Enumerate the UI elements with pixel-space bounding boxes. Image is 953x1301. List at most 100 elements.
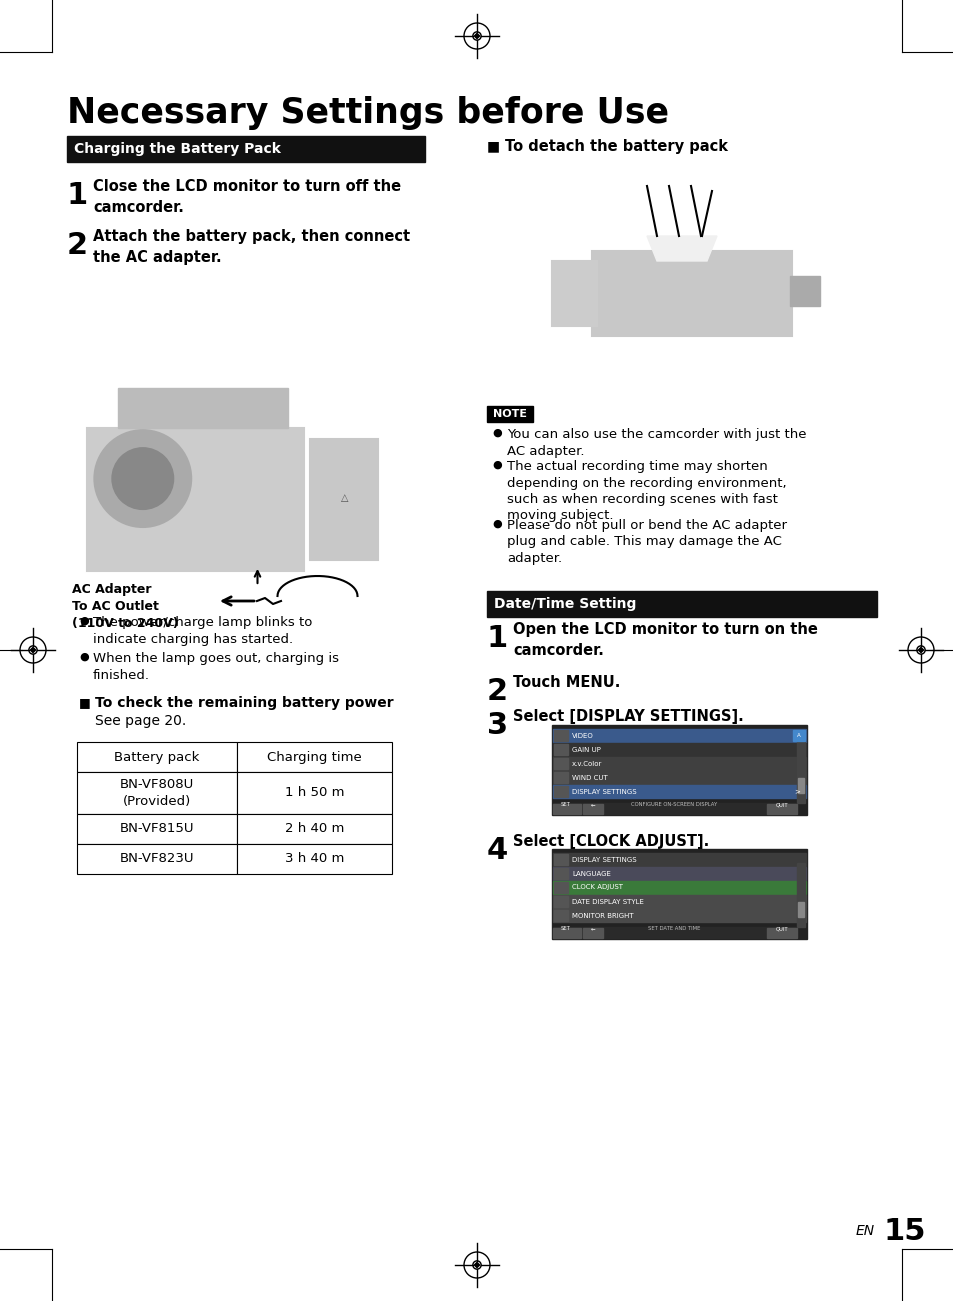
Text: Battery pack: Battery pack [114,751,199,764]
Text: SET: SET [560,926,570,932]
Text: SET DATE AND TIME: SET DATE AND TIME [648,926,700,932]
Bar [553,928,795,938]
Bar [582,804,602,814]
Text: Touch MENU.: Touch MENU. [513,675,619,690]
Bar [554,744,567,755]
Bar [796,739,804,803]
Text: See page 20.: See page 20. [95,714,186,729]
Text: CLOCK ADJUST: CLOCK ADJUST [572,885,622,890]
Text: LANGUAGE: LANGUAGE [572,870,610,877]
Text: 2 h 40 m: 2 h 40 m [285,822,344,835]
Bar [553,804,580,814]
Bar [554,786,567,798]
Bar [236,742,392,771]
Bar [553,785,805,798]
Text: △: △ [340,493,348,503]
Bar [553,771,805,785]
Bar [236,844,392,874]
Text: CONFIGURE ON-SCREEN DISPLAY: CONFIGURE ON-SCREEN DISPLAY [631,803,717,808]
Bar [553,866,805,879]
Text: When the lamp goes out, charging is
finished.: When the lamp goes out, charging is fini… [92,652,338,682]
Text: GAIN UP: GAIN UP [572,747,600,752]
Bar [553,729,805,742]
Polygon shape [917,647,923,653]
Bar [310,438,378,559]
Polygon shape [473,1262,480,1268]
Text: VIDEO: VIDEO [572,732,593,739]
Text: To check the remaining battery power: To check the remaining battery power [95,696,394,710]
Bar [796,863,804,928]
Bar [553,853,805,866]
Text: MONITOR BRIGHT: MONITOR BRIGHT [572,912,633,919]
Bar [554,730,567,742]
Bar [766,928,796,938]
Polygon shape [473,33,480,39]
Bar [592,251,791,336]
Text: >: > [793,788,800,795]
Bar [554,853,567,865]
Text: A: A [797,732,800,738]
Text: Please do not pull or bend the AC adapter
plug and cable. This may damage the AC: Please do not pull or bend the AC adapte… [506,519,786,565]
Bar [553,909,805,922]
Bar [118,389,288,428]
Text: The power/charge lamp blinks to
indicate charging has started.: The power/charge lamp blinks to indicate… [92,615,312,647]
Bar [554,771,567,783]
Text: WIND CUT: WIND CUT [572,774,607,781]
Text: ●: ● [79,652,89,662]
Text: Open the LCD monitor to turn on the
camcorder.: Open the LCD monitor to turn on the camc… [513,622,817,658]
Text: DATE DISPLAY STYLE: DATE DISPLAY STYLE [572,899,643,904]
Bar [77,771,236,814]
Text: 3: 3 [486,712,508,740]
Bar [236,771,392,814]
Bar [236,814,392,844]
Text: 1 h 50 m: 1 h 50 m [284,787,344,800]
Bar [789,276,820,306]
Text: Necessary Settings before Use: Necessary Settings before Use [67,96,668,130]
Bar [554,882,567,892]
Bar [553,743,805,756]
Text: 3 h 40 m: 3 h 40 m [285,852,344,865]
Text: Select [DISPLAY SETTINGS].: Select [DISPLAY SETTINGS]. [513,709,743,723]
Bar [553,803,795,814]
Bar [554,909,567,921]
Text: 1: 1 [67,181,89,209]
Text: Attach the battery pack, then connect
the AC adapter.: Attach the battery pack, then connect th… [92,229,410,265]
Text: AC Adapter
To AC Outlet
(110V to 240V): AC Adapter To AC Outlet (110V to 240V) [71,583,178,630]
Text: BN-VF808U
(Provided): BN-VF808U (Provided) [120,778,193,808]
Text: Select [CLOCK ADJUST].: Select [CLOCK ADJUST]. [513,834,708,850]
Text: Date/Time Setting: Date/Time Setting [494,597,636,611]
Text: QUIT: QUIT [775,803,787,808]
Circle shape [112,448,173,510]
Bar [554,758,567,769]
Bar [77,814,236,844]
Text: Charging time: Charging time [267,751,361,764]
Bar [486,406,533,422]
Text: ■: ■ [79,696,91,709]
Bar [67,137,424,163]
Polygon shape [30,647,36,653]
Text: QUIT: QUIT [775,926,787,932]
Bar [766,804,796,814]
Text: 1: 1 [486,624,508,653]
Text: ←: ← [590,926,595,932]
Bar [553,895,805,908]
Bar [87,428,304,571]
Text: EN: EN [855,1224,874,1239]
Bar [553,757,805,770]
Text: ←: ← [590,803,595,808]
Text: 2: 2 [486,677,508,706]
Text: 2: 2 [67,232,88,260]
Text: Charging the Battery Pack: Charging the Battery Pack [74,142,280,156]
Text: BN-VF823U: BN-VF823U [120,852,194,865]
Text: ●: ● [492,428,501,438]
Text: ●: ● [492,519,501,530]
Bar [792,730,804,742]
Text: DISPLAY SETTINGS: DISPLAY SETTINGS [572,856,636,863]
Text: Close the LCD monitor to turn off the
camcorder.: Close the LCD monitor to turn off the ca… [92,180,400,215]
Text: 4: 4 [486,837,508,865]
Text: ●: ● [492,461,501,470]
Text: DISPLAY SETTINGS: DISPLAY SETTINGS [572,788,636,795]
Text: You can also use the camcorder with just the
AC adapter.: You can also use the camcorder with just… [506,428,805,458]
Circle shape [94,431,191,527]
Bar [77,844,236,874]
